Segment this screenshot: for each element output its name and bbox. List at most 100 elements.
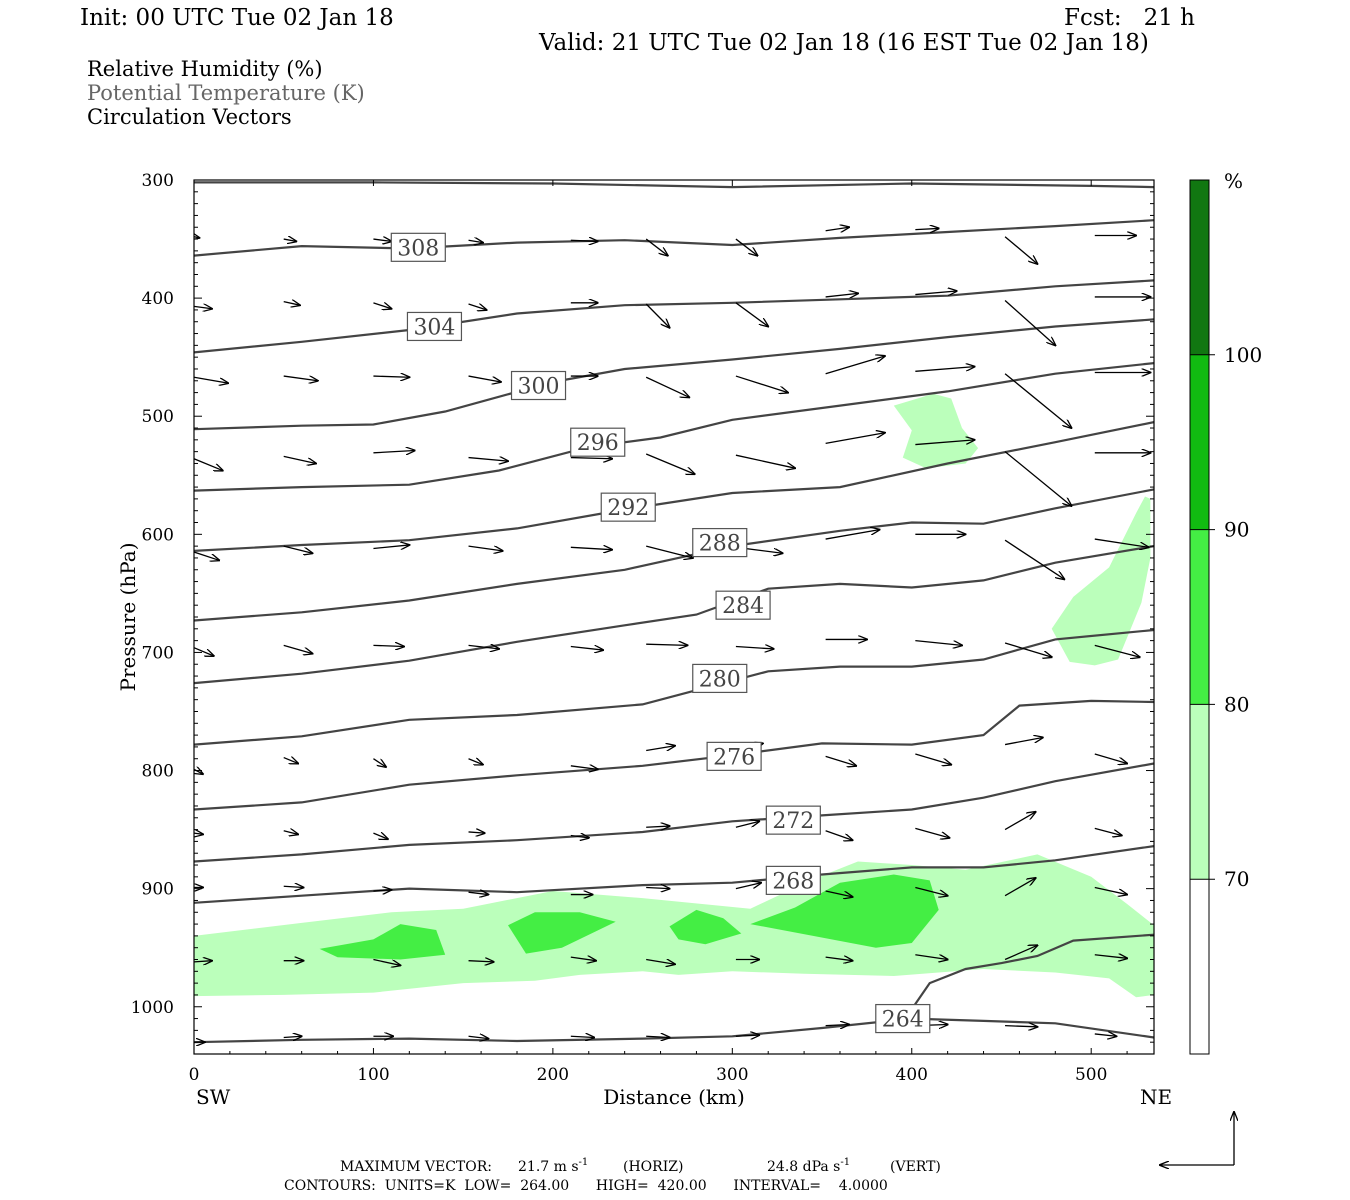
circulation-vector bbox=[194, 306, 212, 308]
theta-contour-264 bbox=[194, 1017, 1154, 1044]
x-tick-label: 0 bbox=[189, 1065, 200, 1085]
circulation-vector bbox=[646, 960, 675, 965]
circulation-vector bbox=[373, 890, 391, 891]
circulation-vector bbox=[646, 644, 687, 645]
circulation-vector bbox=[1004, 878, 1036, 897]
contour-label-box bbox=[692, 663, 748, 694]
circulation-vector bbox=[283, 302, 300, 306]
legend-theta: Potential Temperature (K) bbox=[87, 81, 365, 105]
circulation-vector bbox=[825, 293, 858, 297]
y-tick-label: 500 bbox=[142, 407, 174, 427]
circulation-vector bbox=[373, 833, 387, 839]
circulation-vector bbox=[194, 961, 212, 962]
contour-label-text: 292 bbox=[607, 496, 649, 521]
circulation-vector bbox=[373, 758, 386, 767]
circulation-vector bbox=[194, 376, 228, 383]
circulation-vector bbox=[915, 827, 949, 837]
circulation-vector bbox=[468, 892, 489, 894]
contour-label-box bbox=[765, 865, 821, 895]
contour-label-box bbox=[390, 232, 446, 262]
circulation-vector bbox=[570, 240, 598, 241]
contour-label-box bbox=[692, 527, 748, 558]
legend-vectors: Circulation Vectors bbox=[87, 105, 292, 129]
contour-label-box bbox=[765, 805, 821, 835]
contour-label-304: 304 bbox=[406, 311, 463, 342]
colorbar: 70 80 90 100 bbox=[1189, 179, 1262, 1055]
circulation-vector bbox=[915, 440, 974, 446]
circulation-vector bbox=[1005, 1026, 1037, 1027]
circulation-vector bbox=[1004, 236, 1037, 264]
circulation-vector bbox=[825, 830, 853, 840]
circulation-vector bbox=[1004, 642, 1052, 657]
circulation-vector bbox=[194, 458, 223, 471]
circulation-vector bbox=[373, 450, 414, 452]
circulation-vector bbox=[468, 759, 483, 765]
circulation-vector bbox=[825, 530, 880, 540]
x-axis-title: Distance (km) bbox=[603, 1085, 745, 1109]
colorbar-segment bbox=[1190, 354, 1209, 530]
circulation-vector bbox=[646, 1036, 669, 1037]
circulation-vector bbox=[373, 303, 391, 309]
theta-contour-268 bbox=[194, 845, 1154, 904]
contour-label-box bbox=[706, 741, 762, 771]
horiz-exponent: -1 bbox=[579, 1157, 589, 1168]
circulation-vector bbox=[468, 375, 501, 382]
circulation-vector bbox=[468, 304, 487, 310]
forecast-hour: Fcst: 21 h bbox=[1064, 5, 1195, 31]
rh-region-80 bbox=[508, 912, 616, 954]
y-tick-label: 900 bbox=[142, 880, 174, 900]
y-tick-label: 300 bbox=[142, 171, 174, 191]
circulation-vector bbox=[1094, 753, 1127, 763]
circulation-vector bbox=[570, 647, 603, 651]
circulation-vector bbox=[1094, 1034, 1117, 1036]
contour-label-box bbox=[875, 1003, 931, 1034]
contour-label-box bbox=[570, 427, 626, 457]
legend-rh: Relative Humidity (%) bbox=[87, 57, 323, 81]
circulation-vector bbox=[735, 647, 774, 649]
circulation-vector bbox=[468, 961, 494, 962]
circulation-vector bbox=[283, 455, 316, 463]
y-axis-title: Pressure (hPa) bbox=[116, 543, 140, 692]
rh-region-70 bbox=[1051, 496, 1151, 666]
theta-contour-top bbox=[194, 181, 1154, 189]
colorbar-segment bbox=[1190, 180, 1209, 355]
x-tick-label: 400 bbox=[896, 1065, 928, 1085]
circulation-vector bbox=[735, 1035, 759, 1036]
circulation-vector bbox=[735, 883, 761, 890]
circulation-vector bbox=[735, 238, 758, 256]
circulation-vector bbox=[825, 890, 853, 897]
circulation-vector bbox=[283, 239, 297, 241]
circulation-vector bbox=[468, 1036, 489, 1038]
contour-label-text: 296 bbox=[577, 431, 619, 456]
circulation-vector bbox=[283, 831, 298, 835]
colorbar-label: 90 bbox=[1224, 518, 1249, 542]
theta-contour-264-branch bbox=[910, 933, 1154, 1010]
axes: 0 100 200 300 400 500 300 400 500 600 700 800 900 100… bbox=[131, 171, 1154, 1085]
circulation-vector bbox=[468, 240, 483, 242]
circulation-vector bbox=[468, 458, 508, 462]
circulation-vector bbox=[735, 302, 768, 327]
contour-label-272: 272 bbox=[765, 805, 821, 835]
reference-vector-icon bbox=[1160, 1112, 1234, 1165]
theta-contour-308 bbox=[194, 219, 1154, 257]
max-vector-line: MAXIMUM VECTOR: 21.7 m s-1 (HORIZ) 24.8 d… bbox=[340, 1157, 941, 1175]
circulation-vector bbox=[468, 832, 485, 833]
max-vector-label: MAXIMUM VECTOR: bbox=[340, 1159, 492, 1175]
circulation-vector bbox=[373, 545, 409, 549]
circulation-vector bbox=[915, 291, 956, 295]
vert-exponent: -1 bbox=[840, 1157, 850, 1168]
theta-contour-292 bbox=[194, 421, 1154, 552]
y-tick-label: 400 bbox=[142, 289, 174, 309]
theta-contour-280 bbox=[194, 628, 1154, 746]
circulation-vector bbox=[915, 753, 951, 765]
circulation-vector bbox=[645, 303, 669, 328]
contour-label-text: 300 bbox=[518, 375, 560, 400]
circulation-vector bbox=[1094, 955, 1127, 959]
circulation-vector bbox=[825, 957, 853, 961]
contour-label-292: 292 bbox=[600, 492, 656, 522]
circulation-vector bbox=[825, 1024, 849, 1025]
circulation-vector bbox=[1094, 886, 1127, 894]
colorbar-label: 100 bbox=[1224, 343, 1262, 367]
contour-label-300: 300 bbox=[510, 370, 567, 401]
circulation-vector bbox=[194, 833, 203, 834]
